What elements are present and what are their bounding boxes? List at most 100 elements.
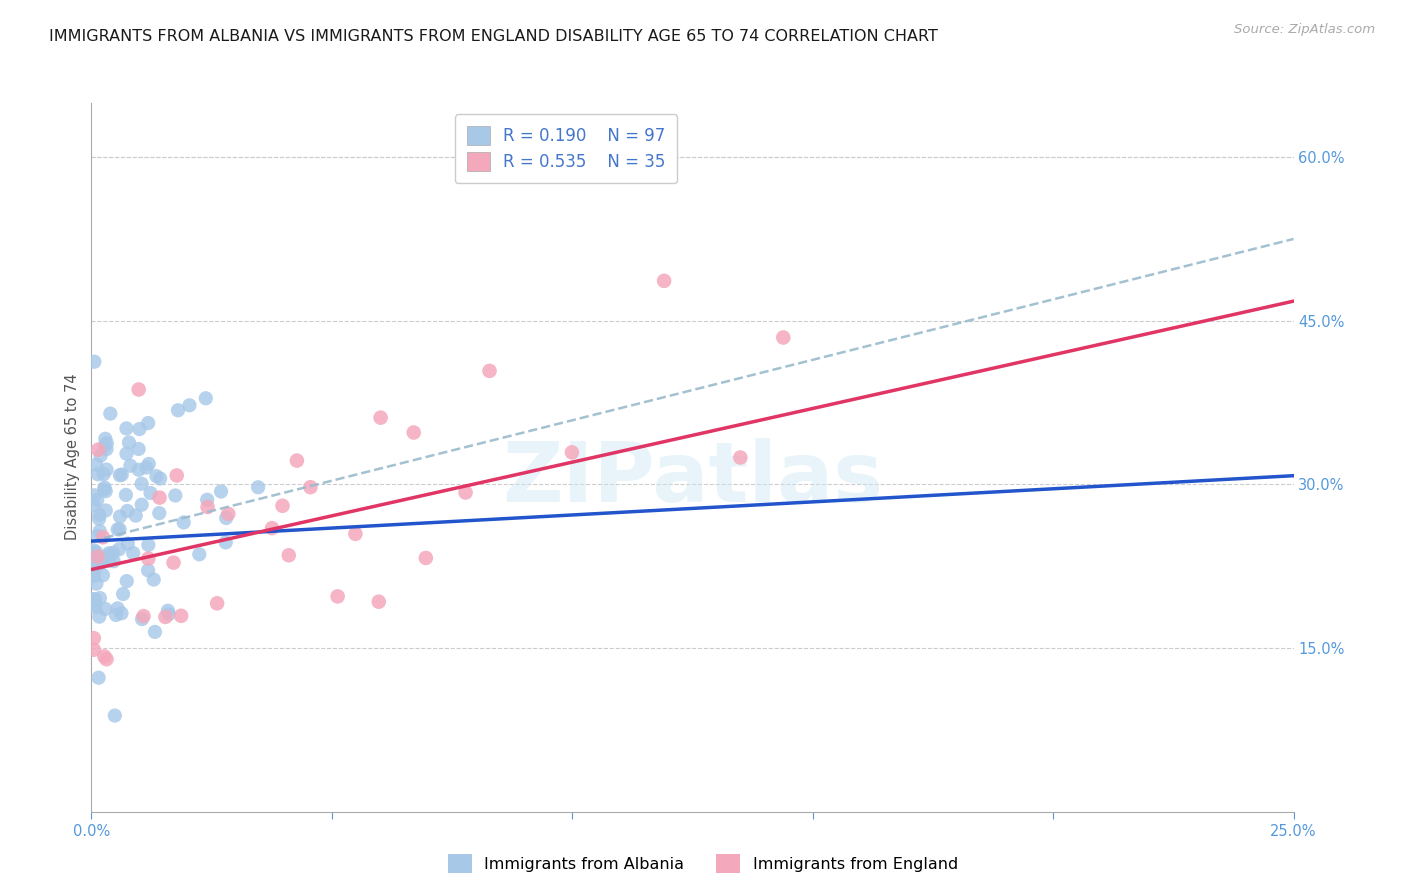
Point [94, 503, 117, 517]
Point [87, 442, 110, 457]
Point [454, 485, 477, 500]
Point [107, 601, 129, 615]
Point [97, 549, 120, 563]
Point [83, 547, 105, 561]
Point [83, 355, 105, 369]
Point [84, 592, 107, 607]
Point [120, 458, 142, 473]
Point [89, 557, 111, 571]
Point [402, 425, 425, 440]
Point [87, 529, 110, 543]
Point [166, 468, 188, 483]
Point [136, 538, 159, 552]
Point [97, 551, 120, 566]
Point [772, 330, 794, 344]
Point [84, 458, 107, 472]
Point [156, 604, 179, 618]
Point [83, 569, 105, 583]
Point [83, 642, 105, 657]
Point [167, 403, 190, 417]
Point [104, 607, 127, 622]
Point [94, 602, 117, 616]
Point [87, 467, 110, 482]
Point [128, 442, 150, 456]
Point [128, 463, 150, 477]
Point [149, 471, 172, 485]
Point [138, 457, 160, 471]
Point [139, 486, 162, 500]
Point [83, 566, 105, 580]
Point [103, 554, 125, 568]
Point [730, 450, 752, 465]
Point [162, 556, 184, 570]
Point [93, 481, 115, 495]
Point [83, 631, 105, 645]
Point [132, 609, 155, 624]
Point [128, 422, 150, 436]
Point [344, 526, 367, 541]
Point [165, 488, 187, 502]
Legend: Immigrants from Albania, Immigrants from England: Immigrants from Albania, Immigrants from… [441, 847, 965, 880]
Point [188, 547, 211, 561]
Point [96, 436, 118, 450]
Point [367, 595, 389, 609]
Point [115, 488, 138, 502]
Point [108, 468, 131, 483]
Point [131, 612, 153, 626]
Point [217, 507, 239, 521]
Point [89, 508, 111, 522]
Point [111, 467, 134, 482]
Point [170, 608, 193, 623]
Point [108, 542, 131, 557]
Point [98, 553, 121, 567]
Point [215, 535, 238, 549]
Point [136, 563, 159, 577]
Point [561, 445, 583, 459]
Point [84, 600, 107, 615]
Point [87, 671, 110, 685]
Point [98, 407, 121, 421]
Point [195, 492, 218, 507]
Point [155, 610, 177, 624]
Text: Source: ZipAtlas.com: Source: ZipAtlas.com [1234, 23, 1375, 37]
Point [122, 546, 145, 560]
Point [194, 391, 217, 405]
Point [89, 591, 111, 605]
Point [197, 500, 219, 514]
Point [271, 499, 294, 513]
Point [90, 449, 112, 463]
Point [89, 609, 111, 624]
Point [131, 498, 153, 512]
Point [209, 484, 232, 499]
Point [138, 551, 160, 566]
Point [112, 587, 135, 601]
Point [93, 439, 115, 453]
Point [285, 453, 308, 467]
Point [93, 483, 115, 497]
Point [135, 460, 157, 475]
Point [86, 576, 108, 591]
Point [83, 488, 105, 502]
Point [145, 469, 167, 483]
Point [299, 480, 322, 494]
Point [83, 557, 105, 571]
Point [117, 504, 139, 518]
Point [87, 512, 110, 526]
Point [83, 543, 105, 558]
Point [93, 649, 115, 664]
Point [84, 545, 107, 559]
Point [136, 416, 159, 430]
Point [108, 522, 131, 536]
Point [179, 398, 201, 412]
Point [117, 536, 139, 550]
Point [110, 607, 132, 621]
Point [157, 607, 180, 622]
Point [96, 652, 118, 666]
Point [101, 546, 124, 560]
Point [94, 484, 117, 499]
Point [478, 364, 501, 378]
Point [91, 530, 114, 544]
Text: IMMIGRANTS FROM ALBANIA VS IMMIGRANTS FROM ENGLAND DISABILITY AGE 65 TO 74 CORRE: IMMIGRANTS FROM ALBANIA VS IMMIGRANTS FR… [49, 29, 938, 44]
Point [148, 491, 170, 505]
Point [96, 442, 118, 457]
